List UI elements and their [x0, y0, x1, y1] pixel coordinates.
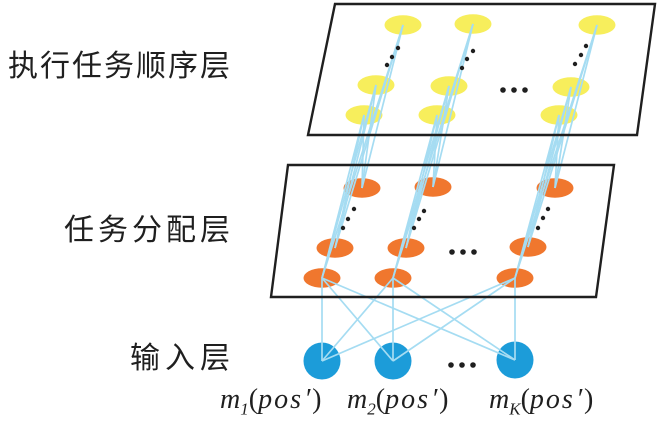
paren-close: ) [312, 384, 322, 415]
ellipsis-dot [449, 249, 455, 255]
connection-line [392, 23, 474, 279]
subscript: K [509, 399, 521, 419]
connection-line [321, 114, 365, 279]
input-term-2: m2(pos ′) [347, 383, 449, 419]
subscript: 2 [367, 399, 376, 419]
label-output-layer: 执行任务顺序层 [8, 50, 232, 83]
ellipsis-dot [459, 65, 465, 71]
ellipsis-dot [448, 362, 454, 368]
ellipsis-dot [416, 216, 422, 222]
ellipsis-dot [470, 362, 476, 368]
paren-close: ) [583, 384, 594, 415]
ellipsis-dot [345, 216, 351, 222]
ellipsis-dot [511, 87, 517, 93]
paren-open: ( [520, 384, 530, 415]
ellipsis-dot [470, 48, 476, 54]
connection-line [361, 24, 404, 189]
prime: ′ [432, 384, 440, 415]
connection-line [554, 86, 572, 189]
var: m [220, 384, 241, 415]
ellipsis-dot [340, 225, 346, 231]
ellipsis-dot [578, 52, 584, 58]
arg: pos [385, 384, 430, 415]
ellipsis-dot [421, 208, 427, 214]
paren-open: ( [248, 384, 259, 415]
connection-line [432, 85, 450, 188]
ellipsis-dot [459, 362, 465, 368]
connection-line [514, 114, 560, 279]
var: m [489, 384, 510, 415]
connection-line [321, 24, 404, 279]
connection-line [321, 277, 394, 362]
input-term-K: mK(pos ′) [489, 383, 594, 419]
ellipsis-dot [395, 45, 401, 51]
ellipsis-dot [471, 249, 477, 255]
ellipsis-dot [540, 215, 546, 221]
connection-line [514, 24, 598, 279]
label-hidden-layer: 任务分配层 [64, 214, 234, 247]
connection-line [554, 24, 598, 189]
arg: pos [529, 384, 575, 415]
arg: pos [258, 384, 303, 415]
connection-line [321, 277, 516, 361]
ellipsis-dot [545, 206, 551, 212]
ellipsis-dot [464, 56, 470, 62]
prime: ′ [577, 384, 584, 415]
ellipsis-dot [535, 225, 541, 231]
ellipsis-dot [411, 225, 417, 231]
paren-open: ( [375, 384, 386, 415]
var: m [347, 384, 368, 415]
ellipsis-dot [389, 54, 395, 60]
connection-line [392, 114, 438, 279]
label-input-layer: 输入层 [130, 342, 235, 375]
connection-line [432, 23, 474, 188]
ellipsis-dot [384, 62, 390, 68]
hidden-plane-outline [269, 163, 616, 299]
hidden-plane-fill [271, 165, 614, 297]
input-term-1: m1(pos ′) [220, 383, 322, 419]
ellipsis-dot [583, 43, 589, 49]
connection-line [392, 277, 516, 361]
subscript: 1 [240, 399, 249, 419]
ellipsis-dot [460, 249, 466, 255]
ellipsis-dot [500, 87, 506, 93]
ellipsis-dot [351, 206, 357, 212]
prime: ′ [305, 384, 313, 415]
ellipsis-dot [572, 61, 578, 67]
paren-close: ) [439, 384, 449, 415]
ellipsis-dot [522, 87, 528, 93]
output-plane-outline [306, 2, 657, 137]
